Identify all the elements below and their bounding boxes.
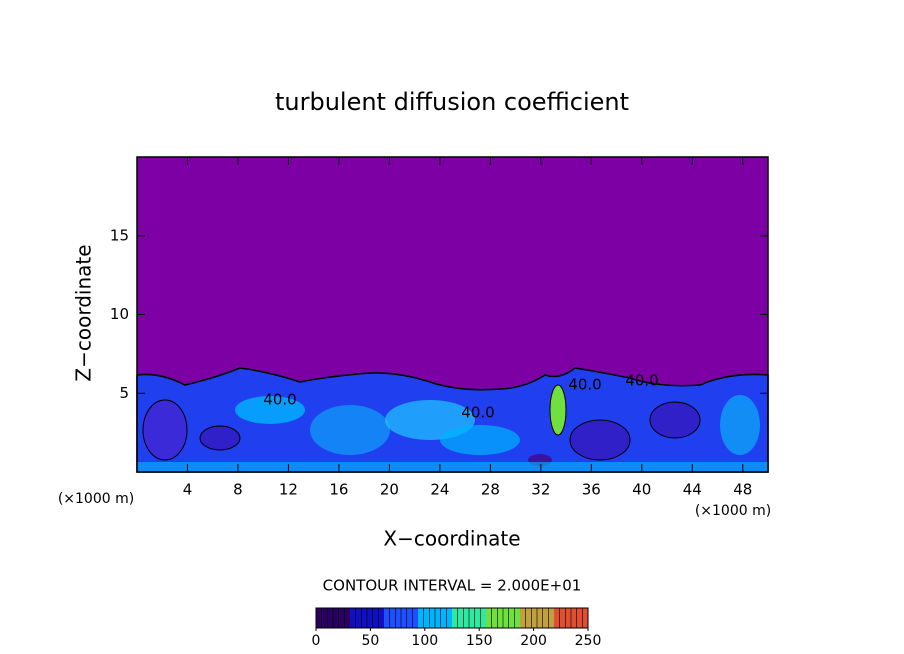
field xyxy=(136,157,769,473)
y-tick-label: 10 xyxy=(110,305,129,323)
x-tick-label: 20 xyxy=(380,481,399,499)
x-axis-label: X−coordinate xyxy=(383,527,520,551)
contour-label: 40.0 xyxy=(568,376,601,394)
y-tick-label: 15 xyxy=(110,226,129,244)
blob xyxy=(235,396,305,424)
colorbar-tick-label: 100 xyxy=(411,633,438,649)
contour-label: 40.0 xyxy=(263,391,296,409)
colorbar-tick-label: 50 xyxy=(361,633,379,649)
contour-label: 40.0 xyxy=(461,404,494,422)
colorbar-tick-label: 250 xyxy=(575,633,602,649)
x-unit-label: (×1000 m) xyxy=(695,503,771,519)
x-tick-label: 32 xyxy=(531,481,550,499)
colorbar-title: CONTOUR INTERVAL = 2.000E+01 xyxy=(323,577,582,595)
x-tick-label: 48 xyxy=(733,481,752,499)
colorbar-tick-label: 200 xyxy=(520,633,547,649)
blob xyxy=(720,395,760,455)
colorbar-frame xyxy=(315,607,589,629)
x-tick-label: 24 xyxy=(430,481,449,499)
x-tick-label: 40 xyxy=(632,481,651,499)
colorbar-tick-label: 0 xyxy=(312,633,321,649)
y-tick-label: 5 xyxy=(119,384,129,402)
blob xyxy=(440,425,520,455)
x-tick-label: 36 xyxy=(582,481,601,499)
contour-label: 40.0 xyxy=(625,372,658,390)
blob xyxy=(569,419,631,461)
colorbar-tick-label: 150 xyxy=(466,633,493,649)
x-tick-label: 4 xyxy=(183,481,193,499)
blob xyxy=(549,384,567,436)
y-axis-label: Z−coordinate xyxy=(72,244,96,381)
blob xyxy=(142,399,188,461)
x-tick-label: 28 xyxy=(481,481,500,499)
x-tick-label: 44 xyxy=(683,481,702,499)
x-tick-label: 12 xyxy=(279,481,298,499)
chart-title: turbulent diffusion coefficient xyxy=(275,88,629,116)
surface-layer xyxy=(137,462,768,472)
x-tick-label: 16 xyxy=(329,481,348,499)
x-tick-label: 8 xyxy=(233,481,243,499)
blob xyxy=(649,401,701,439)
x-unit-label: (×1000 m) xyxy=(58,491,134,507)
blob xyxy=(310,405,390,455)
blob xyxy=(199,425,241,451)
